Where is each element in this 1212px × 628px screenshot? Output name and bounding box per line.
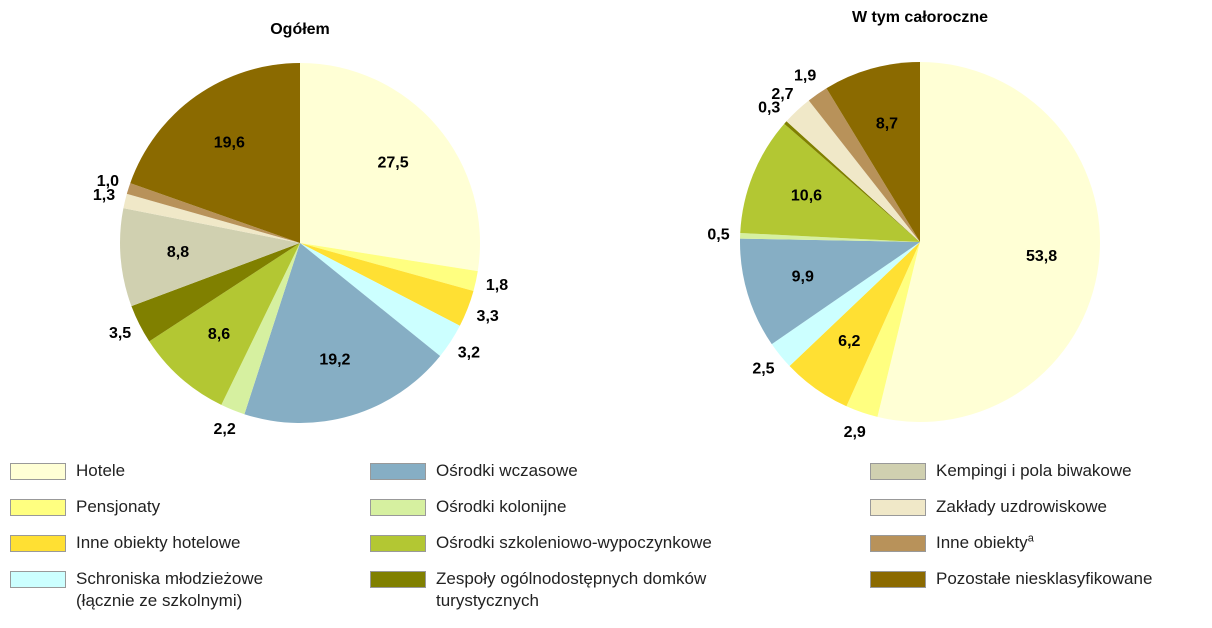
legend-label: Inne obiektya [936, 532, 1034, 554]
pie-slice [771, 242, 920, 367]
pie-slice [149, 243, 300, 405]
legend-text: Ośrodki kolonijne [436, 497, 567, 516]
legend-swatch [10, 463, 66, 480]
legend-item: Zakłady uzdrowiskowe [870, 496, 1210, 518]
data-label: 0,3 [758, 99, 780, 116]
legend-text: Kempingi i pola biwakowe [936, 461, 1132, 480]
pie-slice [300, 243, 460, 356]
chart-title: Ogółem [270, 21, 330, 38]
legend-swatch [370, 463, 426, 480]
pie-slice [877, 62, 1101, 423]
legend-text: Zakłady uzdrowiskowe [936, 497, 1108, 516]
legend-label: Kempingi i pola biwakowe [936, 460, 1132, 482]
legend-text: Ośrodki wczasowe [436, 461, 578, 480]
legend-swatch [870, 463, 926, 480]
pie-slice [300, 243, 474, 326]
pie-slice [740, 232, 920, 242]
pie-slice [244, 243, 441, 423]
pie-slice [826, 62, 920, 242]
legend-footnote: a [1027, 532, 1034, 545]
data-label: 2,7 [771, 86, 793, 103]
data-label: 8,7 [876, 115, 898, 132]
data-label: 8,6 [208, 326, 230, 343]
legend-label: Hotele [76, 460, 125, 482]
legend-label: Ośrodki wczasowe [436, 460, 578, 482]
legend-item: Pozostałe niesklasyfikowane [870, 568, 1210, 590]
pie-slice [131, 243, 300, 342]
data-label: 1,0 [97, 173, 119, 190]
pie-slice [786, 100, 920, 242]
legend-item: Inne obiekty hotelowe [10, 532, 310, 554]
legend-text: Inne obiekty [936, 533, 1028, 552]
legend-swatch [370, 571, 426, 588]
pie-slice [846, 242, 920, 417]
data-label: 8,8 [167, 244, 189, 261]
data-label: 10,6 [791, 187, 822, 204]
legend-item: Hotele [10, 460, 310, 482]
legend-text: Pozostałe niesklasyfikowane [936, 569, 1153, 588]
data-label: 2,5 [752, 360, 774, 377]
pie-slice [120, 208, 301, 307]
legend-item: Ośrodki szkoleniowo-wypoczynkowe [370, 532, 810, 554]
data-label: 6,2 [838, 333, 860, 350]
charts: Ogółem W tym całoroczne 27,5 1,8 3,3 3,2 19,… [93, 9, 1101, 441]
legend-item: Schroniska młodzieżowe (łącznie ze szkol… [10, 568, 310, 612]
legend-label: Schroniska młodzieżowe (łącznie ze szkol… [76, 568, 306, 612]
data-label: 27,5 [378, 155, 409, 172]
pie-slice [740, 123, 920, 242]
data-label: 3,2 [458, 344, 480, 361]
data-label: 2,2 [213, 421, 235, 438]
pie-slice [300, 63, 481, 272]
legend-label: Pensjonaty [76, 496, 160, 518]
pie-slice [130, 63, 300, 243]
legend-text: Ośrodki szkoleniowo-wypoczynkowe [436, 533, 712, 552]
data-label: 19,2 [319, 352, 350, 369]
legend-text: Inne obiekty hotelowe [76, 533, 241, 552]
legend-text: Hotele [76, 461, 126, 480]
data-label: 1,3 [93, 187, 115, 204]
legend-label: Ośrodki szkoleniowo-wypoczynkowe [436, 532, 712, 554]
pie-slice [784, 121, 920, 242]
data-label: 0,5 [707, 226, 729, 243]
legend-item: Kempingi i pola biwakowe [870, 460, 1210, 482]
data-label: 3,3 [477, 308, 499, 325]
legend-item: Inne obiektya [870, 532, 1210, 554]
legend-label: Pozostałe niesklasyfikowane [936, 568, 1152, 590]
pie-slice [123, 193, 300, 243]
legend-item: Ośrodki kolonijne [370, 496, 810, 518]
data-label: 53,8 [1026, 248, 1057, 265]
legend-item: Pensjonaty [10, 496, 310, 518]
legend-label: Ośrodki kolonijne [436, 496, 566, 518]
legend-swatch [10, 571, 66, 588]
legend-swatch [370, 535, 426, 552]
data-label: 19,6 [214, 134, 245, 151]
data-label: 1,9 [794, 68, 816, 85]
chart-title: W tym całoroczne [852, 9, 988, 26]
legend-swatch [870, 499, 926, 516]
legend-swatch [870, 571, 926, 588]
legend-label: Zakłady uzdrowiskowe [936, 496, 1107, 518]
pie-slice [221, 243, 300, 415]
pie-slice [740, 238, 920, 345]
legend-text: Zespoły ogólnodostępnych domków turystyc… [436, 569, 707, 610]
pie-slice [808, 88, 920, 242]
legend-swatch [370, 499, 426, 516]
legend-text: Pensjonaty [76, 497, 161, 516]
pie-slice [126, 183, 300, 243]
legend-swatch [10, 499, 66, 516]
legend-text: Schroniska młodzieżowe (łącznie ze szkol… [76, 569, 264, 610]
data-label: 9,9 [792, 268, 814, 285]
legend-swatch [870, 535, 926, 552]
legend-swatch [10, 535, 66, 552]
legend-item: Ośrodki wczasowe [370, 460, 810, 482]
data-label: 1,8 [486, 277, 508, 294]
legend-item: Zespoły ogólnodostępnych domków turystyc… [370, 568, 810, 612]
legend-label: Zespoły ogólnodostępnych domków turystyc… [436, 568, 806, 612]
data-label: 3,5 [109, 325, 131, 342]
data-label: 2,9 [844, 424, 866, 441]
pie-slice [789, 242, 920, 407]
legend-label: Inne obiekty hotelowe [76, 532, 240, 554]
pie-slice [300, 243, 478, 292]
